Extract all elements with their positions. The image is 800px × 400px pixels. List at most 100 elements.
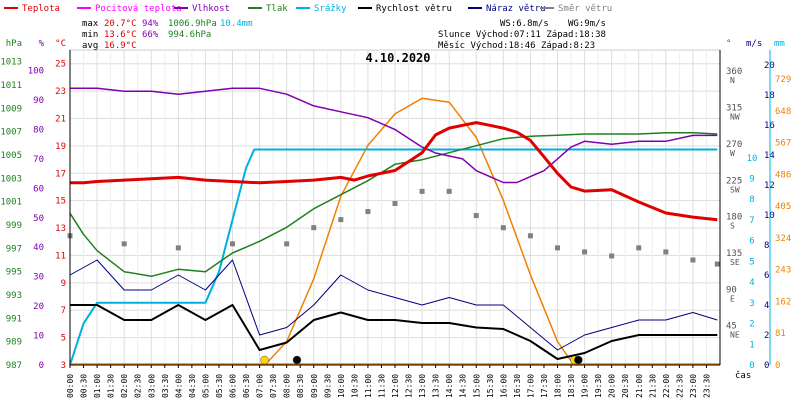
axis-dir-cardinal: E [730, 294, 735, 303]
series-temperature [70, 121, 718, 222]
axis-mm-title: mm [774, 39, 785, 49]
axis-rad-tick: 486 [775, 170, 791, 180]
legend: Teplota Pocitová teplota Vlhkost Tlak Srážky… [4, 4, 612, 14]
axis-dir-tick: 315 [726, 104, 742, 114]
axis-mm-tick: 8 [749, 195, 754, 205]
x-tick-label: 12:30 [405, 374, 414, 398]
x-tick-label: 05:00 [201, 374, 210, 398]
axis-rad-tick: 405 [775, 202, 791, 212]
axis-temp-tick: 9 [61, 279, 66, 289]
legend-label: Pocitová teplota [95, 4, 182, 14]
axis-hpa-tick: 1003 [0, 174, 22, 184]
x-tick-label: 07:30 [269, 374, 278, 398]
x-tick-label: 12:00 [391, 374, 400, 398]
axis-ms-tick: 4 [764, 301, 769, 311]
legend-label: Směr větru [558, 4, 612, 14]
chart-title: 4.10.2020 [365, 51, 430, 65]
x-tick-label: 22:30 [675, 374, 684, 398]
x-tick-label: 19:30 [594, 374, 603, 398]
axis-dir-tick: 45 [726, 322, 737, 332]
x-tick-label: 16:30 [513, 374, 522, 398]
wind-dir-point [500, 225, 506, 231]
wind-dir-point [284, 241, 290, 247]
axis-ms-tick: 14 [764, 151, 775, 161]
x-tick-label: 01:00 [93, 374, 102, 398]
x-tick-label: 13:30 [432, 374, 441, 398]
axis-pct-tick: 60 [33, 184, 44, 194]
axis-hpa-tick: 987 [6, 361, 22, 371]
stats-avg-temp: 16.9°C [104, 41, 137, 51]
axis-mm-tick: 4 [749, 278, 754, 288]
wind-dir-point [365, 209, 371, 215]
series-layer [67, 87, 720, 366]
axis-dir-cardinal: NW [730, 113, 740, 122]
series-rain [69, 148, 718, 366]
wind-dir-point [714, 261, 720, 267]
x-tick-label: 16:00 [499, 374, 508, 398]
axis-rad-tick: 162 [775, 297, 791, 307]
axis-ms-title: m/s [746, 39, 762, 49]
grid [69, 49, 721, 366]
axis-hpa-tick: 1011 [0, 81, 22, 91]
x-tick-label: 02:30 [134, 374, 143, 398]
x-tick-label: 21:00 [635, 374, 644, 398]
axis-dir-tick: 90 [726, 285, 737, 295]
info-wg: WG:9m/s [568, 19, 606, 29]
info-ws: WS:6.8m/s [500, 19, 549, 29]
axis-temp-tick: 23 [55, 87, 66, 97]
x-tick-label: 10:30 [350, 374, 359, 398]
axis-rad-tick: 243 [775, 266, 791, 276]
axis-mm-tick: 5 [749, 257, 754, 267]
axis-ms-tick: 8 [764, 241, 769, 251]
legend-label: Srážky [314, 4, 347, 14]
wind-dir-point [121, 241, 127, 247]
x-tick-label: 08:30 [296, 374, 305, 398]
legend-label: Vlhkost [192, 4, 230, 14]
wind-dir-point [609, 253, 615, 259]
moonset-marker [292, 355, 302, 365]
x-tick-label: 21:30 [648, 374, 657, 398]
axis-temp-tick: 3 [61, 361, 66, 371]
axis-ms-tick: 10 [764, 211, 775, 221]
axis-mm-tick: 1 [749, 340, 754, 350]
axis-pct-tick: 40 [33, 243, 44, 253]
axis-ms-tick: 16 [764, 121, 775, 131]
wind-dir-point [473, 213, 479, 219]
axis-x: 00:00 00:30 01:00 01:30 02:00 02:30 03:00 03:30… [66, 364, 751, 398]
x-tick-label: 18:00 [554, 374, 563, 398]
series-wind-gust [69, 259, 718, 351]
axis-pct-tick: 50 [33, 214, 44, 224]
axis-pct-tick: 20 [33, 302, 44, 312]
info-moon: Měsíc Východ:18:46 Západ:8:23 [438, 41, 595, 51]
x-tick-label: 04:00 [174, 374, 183, 398]
x-tick-label: 20:00 [608, 374, 617, 398]
axis-temp-tick: 7 [61, 306, 66, 316]
wind-dir-point [338, 217, 344, 223]
stats-min-hum: 66% [142, 30, 159, 40]
x-tick-label: 23:30 [702, 374, 711, 398]
legend-label: Tlak [266, 4, 288, 14]
axis-dir-tick: 270 [726, 140, 742, 150]
axis-dir-tick: 180 [726, 213, 742, 223]
axis-ms-tick: 12 [764, 181, 775, 191]
legend-label: Rychlost větru [376, 4, 452, 14]
axis-temp-tick: 15 [55, 197, 66, 207]
axis-dir-cardinal: SE [730, 258, 740, 267]
legend-label: Náraz větru [486, 4, 546, 14]
axis-dir-tick: 225 [726, 176, 742, 186]
axis-pct: % 0 10 20 30 40 50 60 70 80 90 100 [28, 39, 45, 371]
axis-pct-tick: 100 [28, 67, 44, 77]
axis-temp-tick: 11 [55, 251, 66, 261]
stats-min-press: 994.6hPa [168, 30, 211, 40]
axis-temp-tick: 5 [61, 334, 66, 344]
wind-dir-point [636, 245, 642, 251]
axis-dir-cardinal: NE [730, 331, 740, 340]
axis-pct-tick: 80 [33, 125, 44, 135]
x-tick-label: 01:30 [107, 374, 116, 398]
axis-dir-tick: 360 [726, 67, 742, 77]
wind-dir-point [663, 249, 669, 255]
axis-ms-tick: 18 [764, 91, 775, 101]
stats-panel: max 20.7°C 94% 1006.9hPa 10.4mm min 13.6°C 66% 9… [82, 19, 606, 65]
